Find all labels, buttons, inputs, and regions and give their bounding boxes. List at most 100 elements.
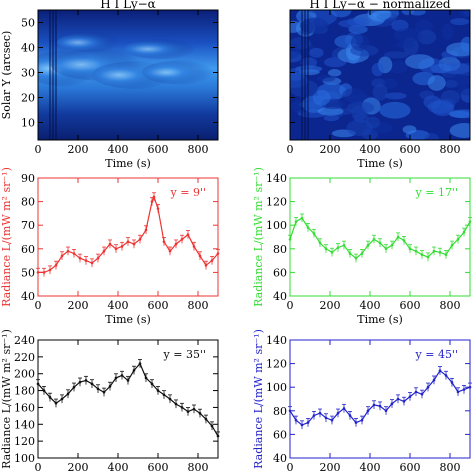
data-point [288, 238, 292, 241]
y-tick-label: 20 [21, 92, 35, 105]
x-tick-label: 200 [68, 143, 89, 156]
data-point [150, 200, 154, 203]
data-point [444, 253, 448, 256]
x-tick-label: 400 [360, 461, 381, 474]
heatmap-blob [457, 86, 470, 96]
heatmap-blob [290, 20, 302, 33]
data-point [204, 417, 208, 421]
data-point [42, 389, 46, 392]
y-tick-label: 90 [21, 172, 35, 185]
y-tick-label: 120 [14, 435, 35, 448]
data-point [318, 241, 322, 245]
heatmap-blob [401, 10, 414, 16]
heatmap-blob [450, 18, 470, 26]
y-tick-label: 120 [266, 196, 287, 209]
data-point [216, 252, 220, 255]
heatmap-blob [309, 47, 324, 58]
x-tick-label: 600 [148, 143, 169, 156]
x-tick-label: 400 [360, 299, 381, 312]
heatmap-blob [379, 101, 411, 119]
x-axis-label: Time (s) [357, 157, 403, 170]
data-point [36, 271, 40, 274]
x-tick-label: 200 [68, 299, 89, 312]
data-point [432, 378, 436, 382]
x-tick-label: 400 [108, 143, 129, 156]
y-tick-label: 240 [14, 334, 35, 347]
heatmap-blob [124, 39, 204, 59]
data-point [426, 255, 430, 259]
plot-frame [289, 9, 471, 141]
y-axis-label: Radiance L/(mW m² sr⁻¹) [252, 329, 265, 469]
data-point [174, 402, 178, 406]
y-tick-label: 80 [21, 196, 35, 209]
data-point [420, 253, 424, 256]
data-point [384, 247, 388, 251]
y-tick-label: 40 [21, 290, 35, 303]
data-point [396, 397, 400, 401]
heatmap-panel-1 [37, 9, 219, 141]
data-point [144, 228, 148, 232]
heatmap-blob [417, 29, 437, 45]
heatmap-image [38, 10, 218, 140]
data-point [84, 259, 88, 262]
data-point [432, 249, 436, 253]
x-tick-label: 0 [35, 461, 42, 474]
data-point [54, 264, 58, 267]
x-tick-label: 200 [320, 461, 341, 474]
data-point [300, 216, 304, 220]
y-tick-label: 180 [14, 385, 35, 398]
heatmap-blob [440, 89, 460, 105]
data-point [294, 220, 298, 223]
data-point [306, 421, 310, 424]
heatmap-blob [402, 125, 417, 134]
data-point [414, 390, 418, 394]
y-tick-label: 60 [273, 266, 287, 279]
x-tick-label: 800 [188, 299, 209, 312]
chart-title: H I Ly−α [100, 0, 156, 11]
data-point [108, 242, 112, 246]
data-point [330, 251, 334, 254]
heatmap-blob [346, 119, 373, 136]
data-point [120, 245, 124, 248]
x-tick-label: 200 [320, 299, 341, 312]
heatmap-blob [57, 32, 127, 53]
data-point [78, 256, 82, 260]
data-point [72, 385, 76, 389]
heatmap-blob [427, 100, 454, 114]
y-tick-label: 140 [266, 172, 287, 185]
axes-panel-3: 0 200 400 600 800 40 50 60 70 80 90 Time (s) Radianc… [0, 167, 220, 326]
y-tick-label: 10 [21, 117, 35, 130]
y-tick-label: 40 [273, 452, 287, 465]
data-point [444, 374, 448, 377]
y-tick-label: 140 [14, 418, 35, 431]
data-point [468, 385, 472, 389]
data-point [450, 243, 454, 247]
data-point [192, 245, 196, 248]
heatmap-blob [448, 109, 470, 119]
y-axis-label: Radiance L/(mW m² sr⁻¹) [252, 167, 265, 307]
heatmap-blob [459, 10, 470, 18]
y-tick-label: 100 [266, 381, 287, 394]
y-tick-label: 80 [273, 243, 287, 256]
data-point [132, 369, 136, 372]
x-tick-label: 800 [440, 299, 461, 312]
data-point [126, 240, 130, 244]
y-tick-label: 160 [14, 401, 35, 414]
data-point [72, 252, 76, 255]
data-point [354, 421, 358, 424]
heatmap-blob [449, 123, 470, 138]
data-point [66, 392, 70, 396]
data-point [168, 397, 172, 401]
data-point [366, 243, 370, 247]
x-tick-label: 800 [440, 143, 461, 156]
series-annotation: y = 9'' [170, 186, 206, 199]
data-point [66, 249, 70, 253]
data-point [180, 406, 184, 409]
data-point [408, 247, 412, 251]
data-point [372, 403, 376, 407]
x-tick-label: 200 [320, 143, 341, 156]
data-point [102, 249, 106, 253]
series-line [289, 369, 471, 426]
y-axis-label: Radiance L/(mW m² sr⁻¹) [0, 167, 13, 307]
